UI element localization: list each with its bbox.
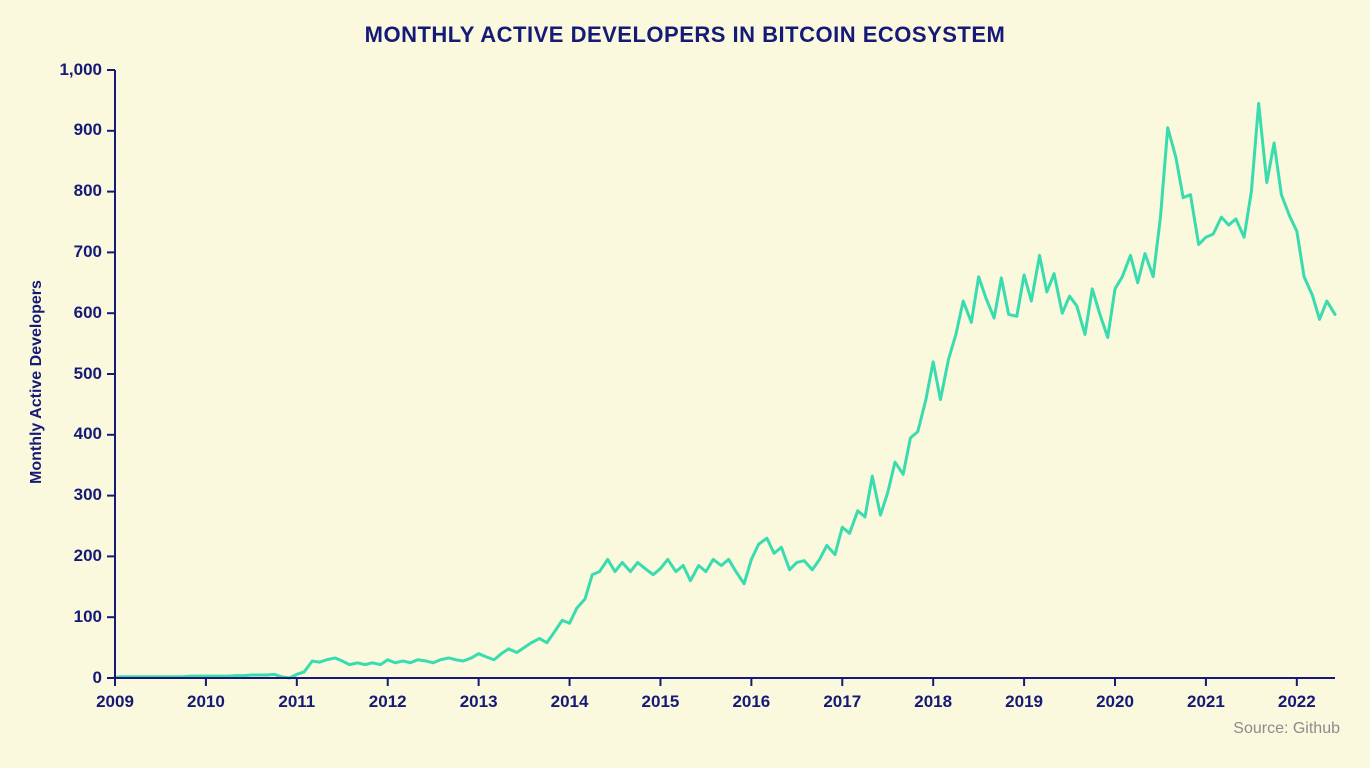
x-tick-label: 2019 xyxy=(994,692,1054,712)
y-tick-label: 800 xyxy=(47,181,102,201)
x-tick-label: 2010 xyxy=(176,692,236,712)
x-tick-label: 2017 xyxy=(812,692,872,712)
series-line-monthly-active-developers xyxy=(115,103,1335,678)
x-tick-label: 2013 xyxy=(449,692,509,712)
chart-canvas: MONTHLY ACTIVE DEVELOPERS IN BITCOIN ECO… xyxy=(0,0,1370,768)
y-tick-label: 600 xyxy=(47,303,102,323)
x-tick-label: 2016 xyxy=(721,692,781,712)
y-tick-label: 200 xyxy=(47,546,102,566)
source-label: Source: Github xyxy=(1233,720,1340,738)
y-tick-label: 0 xyxy=(47,668,102,688)
y-tick-label: 500 xyxy=(47,364,102,384)
x-tick-label: 2012 xyxy=(358,692,418,712)
y-tick-label: 100 xyxy=(47,607,102,627)
y-tick-label: 300 xyxy=(47,485,102,505)
x-tick-label: 2011 xyxy=(267,692,327,712)
chart-plot xyxy=(0,0,1370,768)
x-tick-label: 2018 xyxy=(903,692,963,712)
x-tick-label: 2022 xyxy=(1267,692,1327,712)
x-tick-label: 2014 xyxy=(540,692,600,712)
x-tick-label: 2015 xyxy=(630,692,690,712)
y-tick-label: 700 xyxy=(47,242,102,262)
x-tick-label: 2020 xyxy=(1085,692,1145,712)
y-tick-label: 1,000 xyxy=(47,60,102,80)
x-tick-label: 2021 xyxy=(1176,692,1236,712)
y-tick-label: 400 xyxy=(47,424,102,444)
x-tick-label: 2009 xyxy=(85,692,145,712)
y-tick-label: 900 xyxy=(47,120,102,140)
